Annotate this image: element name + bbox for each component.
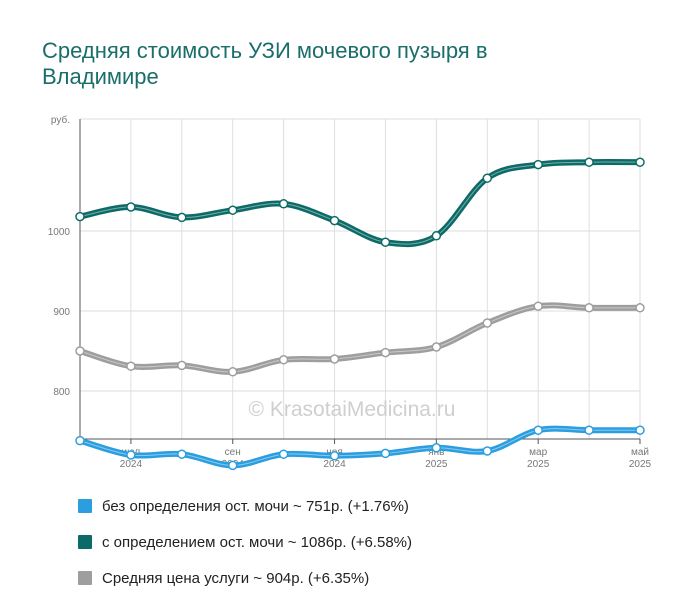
series-line-highlight bbox=[79, 304, 641, 373]
data-point bbox=[380, 448, 391, 459]
y-tick-label: 800 bbox=[53, 387, 70, 398]
x-tick-year-label: 2024 bbox=[120, 459, 143, 470]
data-point bbox=[278, 355, 289, 365]
data-point bbox=[584, 157, 594, 167]
series-line bbox=[77, 425, 643, 469]
chart-title: Средняя стоимость УЗИ мочевого пузыря в … bbox=[42, 38, 488, 89]
data-point bbox=[329, 215, 340, 226]
series-line bbox=[77, 159, 643, 248]
x-tick-label: мар bbox=[529, 447, 547, 458]
data-point bbox=[278, 449, 289, 459]
data-point bbox=[75, 346, 85, 356]
data-point bbox=[126, 450, 136, 460]
data-point bbox=[227, 367, 238, 377]
data-point bbox=[75, 435, 85, 446]
data-point bbox=[533, 425, 543, 435]
data-point bbox=[75, 211, 85, 222]
data-point bbox=[329, 451, 340, 461]
data-point bbox=[533, 301, 543, 311]
watermark: © KrasotaiMedicina.ru bbox=[249, 398, 456, 421]
y-tick-label: 1000 bbox=[48, 227, 71, 238]
legend-label: с определением ост. мочи ~ 1086р. (+6.58… bbox=[102, 533, 412, 551]
legend-swatch bbox=[78, 499, 92, 513]
data-point bbox=[227, 460, 238, 471]
y-unit-label: руб. bbox=[51, 114, 70, 126]
data-point bbox=[635, 425, 645, 435]
data-point bbox=[635, 157, 645, 167]
data-point bbox=[126, 361, 136, 371]
legend-swatch bbox=[78, 535, 92, 549]
legend-item-no-residual[interactable]: без определения ост. мочи ~ 751р. (+1.76… bbox=[78, 488, 412, 524]
data-point bbox=[431, 342, 442, 352]
legend-item-with-residual[interactable]: с определением ост. мочи ~ 1086р. (+6.58… bbox=[78, 524, 412, 560]
legend: без определения ост. мочи ~ 751р. (+1.76… bbox=[78, 488, 412, 596]
data-point bbox=[380, 347, 391, 358]
data-point bbox=[227, 205, 238, 215]
x-tick-year-label: 2025 bbox=[425, 459, 448, 470]
x-tick-label: май bbox=[631, 447, 649, 458]
data-point bbox=[177, 360, 187, 371]
data-point bbox=[126, 202, 136, 212]
legend-item-average[interactable]: Средняя цена услуги ~ 904р. (+6.35%) bbox=[78, 560, 412, 596]
line-chart: © KrasotaiMedicina.ru 8009001000руб.июл2… bbox=[48, 114, 652, 471]
series-with_residual bbox=[75, 157, 645, 248]
legend-label: без определения ост. мочи ~ 751р. (+1.76… bbox=[102, 497, 409, 515]
legend-label: Средняя цена услуги ~ 904р. (+6.35%) bbox=[102, 569, 370, 587]
x-tick-year-label: 2025 bbox=[527, 459, 550, 470]
data-point bbox=[431, 443, 442, 453]
data-point bbox=[584, 303, 594, 313]
data-point bbox=[482, 446, 493, 456]
data-point bbox=[482, 173, 493, 183]
data-point bbox=[635, 303, 645, 313]
data-point bbox=[431, 231, 442, 241]
data-point bbox=[329, 354, 340, 364]
x-tick-label: сен bbox=[225, 447, 241, 458]
legend-swatch bbox=[78, 571, 92, 585]
series-no_residual bbox=[75, 425, 645, 471]
data-point bbox=[482, 318, 493, 328]
data-point bbox=[278, 199, 289, 209]
data-point bbox=[177, 212, 187, 223]
data-point bbox=[533, 159, 543, 170]
data-point bbox=[177, 449, 187, 459]
grid bbox=[80, 118, 641, 439]
x-tick-year-label: 2024 bbox=[323, 459, 346, 470]
x-tick-year-label: 2025 bbox=[629, 459, 652, 470]
series-line bbox=[77, 302, 643, 375]
y-tick-label: 900 bbox=[53, 307, 70, 318]
data-point bbox=[380, 237, 391, 247]
series-average bbox=[75, 301, 645, 377]
data-point bbox=[584, 425, 594, 435]
series-line-highlight bbox=[79, 428, 640, 466]
series bbox=[75, 157, 645, 471]
